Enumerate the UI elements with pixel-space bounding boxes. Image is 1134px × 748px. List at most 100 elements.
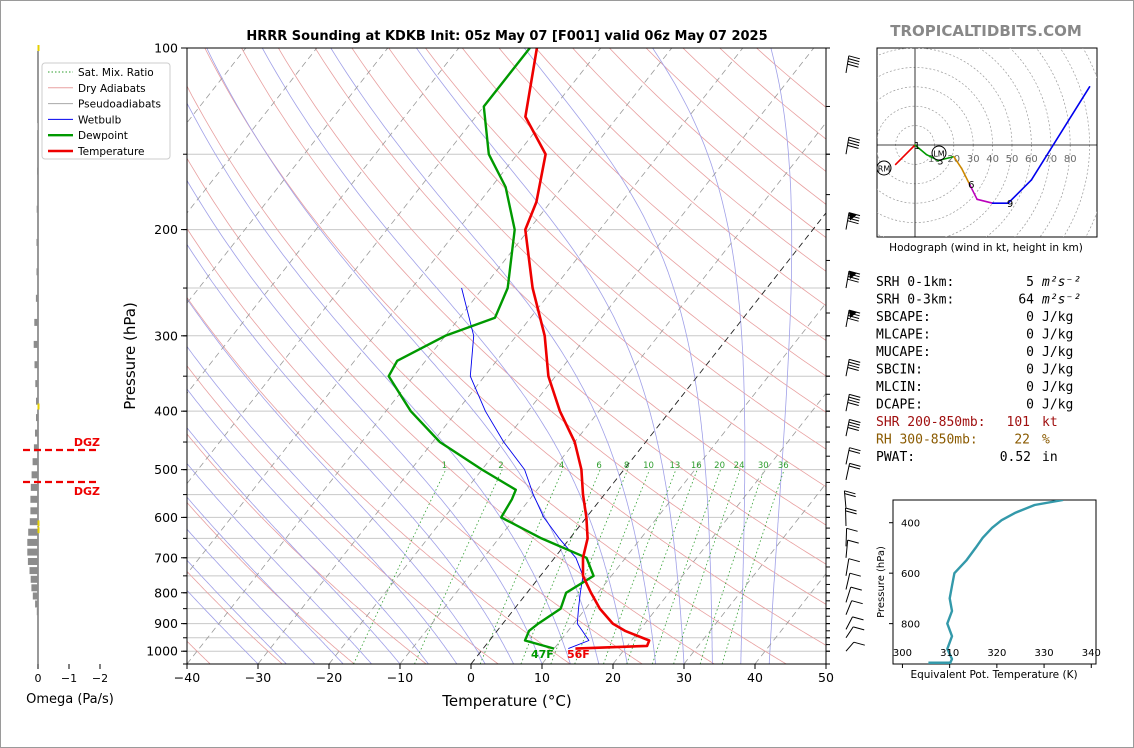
x-tick-label: 50 [818, 670, 834, 685]
omega-bar [27, 538, 38, 546]
omega-bar [28, 528, 38, 536]
index-unit: J/kg [1042, 310, 1073, 325]
index-unit: kt [1042, 415, 1058, 430]
x-tick-label: −40 [174, 670, 200, 685]
index-value: 22 [1014, 433, 1030, 448]
dry-adiabat-line [498, 48, 826, 342]
dry-adiabat-line [351, 48, 826, 488]
omega-bar [35, 380, 38, 388]
theta-e-profile-line [946, 500, 1064, 664]
wind-barb-staff [845, 641, 855, 652]
moist-adiabat-line [187, 345, 458, 664]
wind-barb-feather [847, 63, 859, 68]
omega-bar [34, 361, 38, 369]
mixing-ratio-line [673, 469, 741, 664]
omega-positive-bar [37, 520, 40, 527]
mixing-ratio-label: 8 [624, 461, 629, 471]
wind-barb-feather [848, 465, 861, 470]
dry-adiabat-line [241, 48, 826, 605]
index-unit: in [1042, 450, 1058, 465]
index-value: 0 [1026, 363, 1034, 378]
legend-label: Pseudoadiabats [78, 99, 161, 111]
isotherm-line [612, 392, 826, 664]
surface-temp-label: 56F [567, 648, 590, 661]
mixing-ratio-line [699, 469, 765, 664]
index-label: MUCAPE: [876, 345, 931, 360]
theta-e-panel: 300 310 320 330 340 400 600 800 Equivalent Pot.… [876, 499, 1101, 681]
omega-bar [35, 294, 38, 302]
temperature-profile-line [523, 48, 651, 650]
moist-adiabat-line [187, 388, 429, 664]
index-unit: J/kg [1042, 328, 1073, 343]
dewpoint-profile-line [387, 48, 595, 650]
omega-x-tick-label: 0 [35, 672, 42, 685]
wind-barb-feather [848, 58, 860, 63]
dry-adiabat-line [278, 48, 826, 565]
wind-barb-feather [847, 539, 859, 544]
isobars [187, 48, 826, 664]
omega-x-tick-label: −2 [92, 672, 108, 685]
omega-bar [35, 600, 38, 608]
hodograph-ring-label: 60 [1025, 154, 1038, 165]
wetbulb-profile-line [461, 287, 590, 650]
omega-bar [29, 518, 38, 526]
wind-barb-feather [848, 449, 861, 454]
wind-barb-feather [848, 139, 860, 144]
legend: Sat. Mix. Ratio Dry Adiabats Pseudoadiabat… [41, 62, 171, 160]
hodograph-height-label: 6 [968, 180, 974, 191]
index-value: 0 [1026, 328, 1034, 343]
theta-e-y-tick-label: 800 [901, 620, 920, 631]
wind-barb-feather [847, 427, 859, 431]
y-tick-label: 700 [154, 550, 178, 565]
mixing-ratio-label: 13 [669, 461, 680, 471]
dry-adiabat-line [388, 48, 826, 450]
omega-bar [36, 397, 38, 405]
legend-label: Sat. Mix. Ratio [78, 67, 154, 79]
wind-barb-feather [848, 399, 860, 404]
y-tick-label: 900 [154, 616, 178, 631]
wind-barb-feather [844, 490, 856, 495]
wind-barb-feather [844, 493, 856, 498]
mixing-ratio-label: 20 [714, 461, 725, 471]
moist-adiabat-line [187, 179, 543, 664]
theta-e-x-tick-label: 330 [1035, 648, 1054, 659]
legend-label: Temperature [77, 146, 145, 158]
omega-positive-bar [37, 45, 40, 51]
isotherm-line [257, 48, 744, 664]
omega-bar [30, 507, 38, 515]
index-unit: J/kg [1042, 345, 1073, 360]
surface-dewpoint-label: 47F [531, 648, 554, 661]
wind-barb-feather [846, 527, 858, 532]
storm-motion-label: RM [878, 165, 891, 174]
wind-barb-feather [848, 55, 860, 60]
isotherm-line [187, 48, 318, 214]
moist-adiabat-line [187, 528, 316, 664]
index-value: 64 [1018, 293, 1034, 308]
omega-xlabel: Omega (Pa/s) [26, 692, 114, 707]
index-value: 0 [1026, 345, 1034, 360]
index-unit: J/kg [1042, 380, 1073, 395]
omega-bar [36, 608, 38, 616]
isotherm-line [0, 48, 33, 664]
wind-barb-feather [849, 419, 861, 423]
hodograph-segment [1030, 86, 1091, 181]
hodograph-ring-label: 40 [986, 154, 999, 165]
mixing-ratio-label: 1 [442, 461, 447, 471]
wind-barb-feather [848, 396, 860, 401]
mixing-ratio-labels: 1 2 4 6 8 10 13 16 20 24 30 36 [442, 461, 789, 471]
hodograph-frame [876, 47, 1098, 238]
index-label: RH 300-850mb: [876, 433, 978, 448]
dry-adiabat-line [204, 48, 826, 646]
hodograph-segment [976, 198, 994, 204]
omega-positive-bar [37, 403, 40, 410]
legend-label: Wetbulb [78, 114, 122, 126]
omega-bar [36, 268, 38, 276]
hodograph-caption: Hodograph (wind in kt, height in km) [889, 242, 1083, 254]
x-tick-label: −20 [316, 670, 342, 685]
skewt-y-ticks: 100 200 300 400 500 600 700 800 900 1000 [146, 41, 830, 665]
omega-bar [35, 429, 38, 437]
omega-panel: 0 −1 −2 Omega (Pa/s) DGZ DGZ [23, 45, 114, 707]
omega-positive-bar [37, 527, 40, 534]
moist-adiabat-line [187, 559, 287, 664]
